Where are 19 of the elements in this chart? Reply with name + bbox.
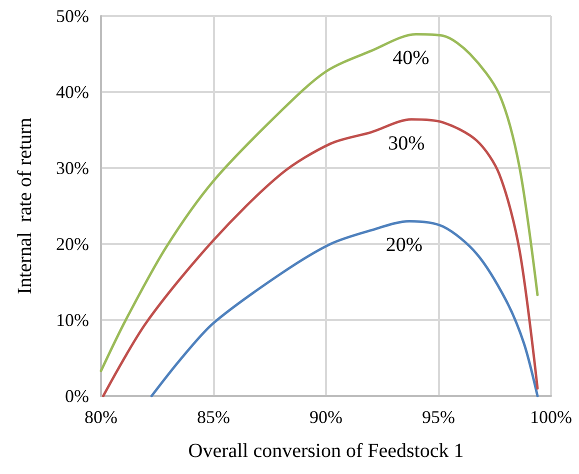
series-label: 40% <box>392 47 430 70</box>
line-series <box>102 118 539 398</box>
series-label: 30% <box>388 132 425 154</box>
y-tick-label: 50% <box>56 6 89 26</box>
y-tick-label: 40% <box>56 82 89 102</box>
x-tick-label: 90% <box>310 407 342 427</box>
series-label: 20% <box>386 234 423 256</box>
line-series <box>100 32 539 372</box>
x-tick-label: 100% <box>530 407 572 427</box>
x-tick-label: 85% <box>197 407 230 427</box>
y-tick-label: 20% <box>56 234 89 254</box>
x-tick-label: 80% <box>84 407 118 427</box>
x-axis-title: Overall conversion of Feedstock 1 <box>188 440 464 462</box>
y-tick-label: 10% <box>56 310 89 330</box>
y-tick-label: 30% <box>56 158 89 178</box>
line-series <box>150 220 539 398</box>
y-axis-title: Internal rate of return <box>14 118 36 294</box>
x-tick-label: 95% <box>422 407 455 427</box>
y-tick-label: 0% <box>65 386 89 406</box>
